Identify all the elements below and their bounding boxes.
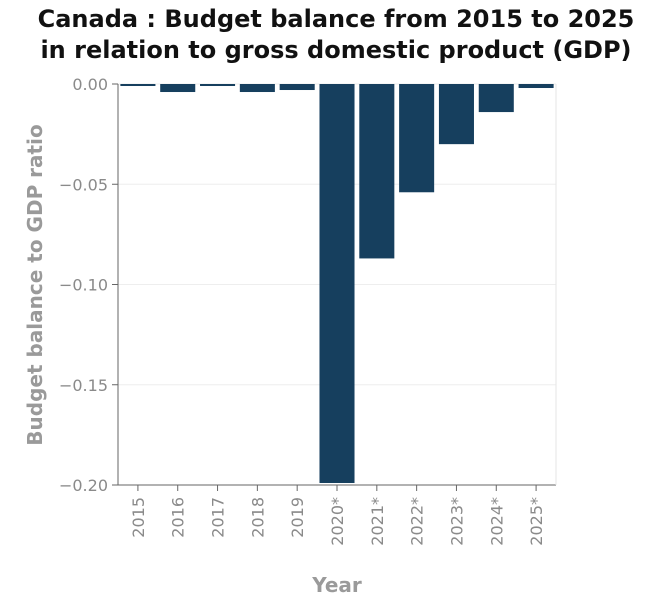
x-axis-title: Year [311, 573, 362, 597]
x-tick-label: 2016 [169, 497, 188, 538]
y-tick-label: −0.05 [59, 175, 108, 194]
x-tick-label: 2018 [248, 497, 267, 538]
x-tick-label: 2021* [368, 497, 387, 546]
bar-2016 [160, 84, 196, 93]
x-tick-label: 2015 [129, 497, 148, 538]
bar-2023 [438, 84, 474, 145]
chart-title: Canada : Budget balance from 2015 to 202… [0, 4, 672, 66]
x-tick-label: 2025* [527, 497, 546, 546]
y-tick-label: −0.15 [59, 376, 108, 395]
chart-title-line-2: in relation to gross domestic product (G… [40, 36, 632, 64]
y-axis-title: Budget balance to GDP ratio [23, 124, 47, 445]
bar-2018 [239, 84, 275, 93]
x-tick-label: 2024* [487, 497, 506, 546]
bar-2020 [319, 84, 355, 483]
x-tick-label: 2020* [328, 497, 347, 546]
y-ticks: 0.00 −0.05 −0.10 −0.15 −0.20 [59, 75, 118, 495]
x-tick-label: 2023* [447, 497, 466, 546]
bar-2025 [518, 84, 554, 89]
bar-2017 [200, 84, 236, 87]
bar-2021 [359, 84, 395, 259]
y-tick-label: 0.00 [72, 75, 108, 94]
y-tick-label: −0.20 [59, 476, 108, 495]
x-ticks: 2015 2016 2017 2018 2019 2020* 2021* 2022* 2023*… [129, 485, 546, 546]
chart-title-line-1: Canada : Budget balance from 2015 to 202… [37, 5, 635, 33]
x-tick-label: 2019 [288, 497, 307, 538]
bars [120, 84, 554, 483]
bar-2015 [120, 84, 156, 87]
x-tick-label: 2022* [408, 497, 427, 546]
bar-2024 [478, 84, 514, 113]
bar-2019 [279, 84, 315, 91]
bar-2022 [399, 84, 435, 193]
x-tick-label: 2017 [209, 497, 228, 538]
y-tick-label: −0.10 [59, 276, 108, 295]
